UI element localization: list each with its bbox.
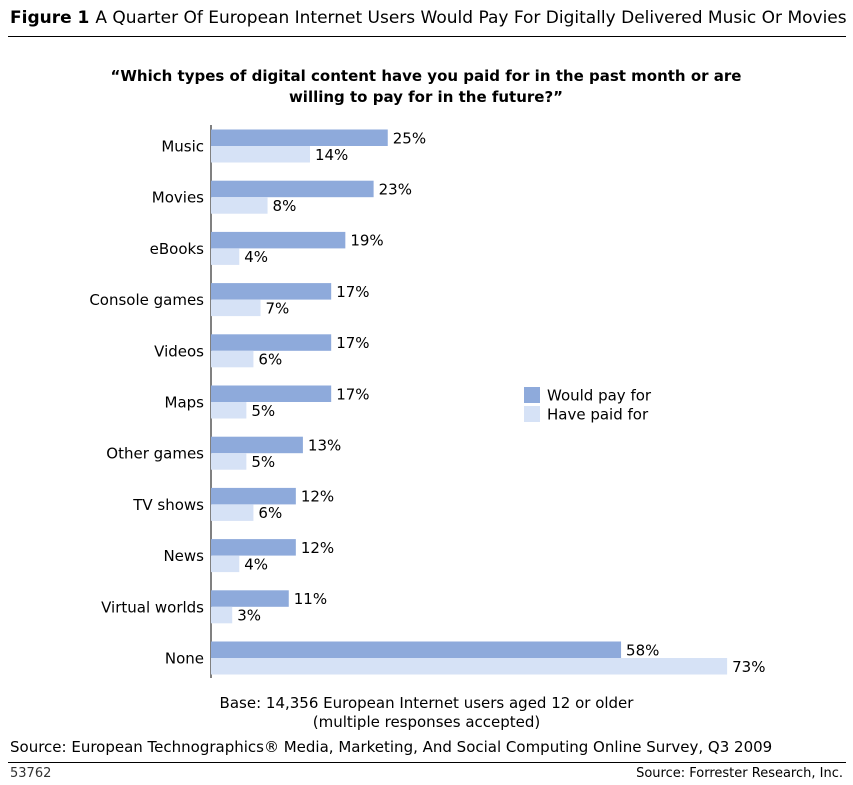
bar <box>211 350 254 368</box>
bar <box>211 231 346 249</box>
bar <box>211 180 374 198</box>
bar <box>211 539 296 556</box>
value-label: 5% <box>251 453 275 471</box>
value-label: 12% <box>301 488 334 506</box>
bar <box>211 197 268 214</box>
bar <box>211 555 240 573</box>
base-note: Base: 14,356 European Internet users age… <box>219 694 634 712</box>
credit: Source: Forrester Research, Inc. <box>636 766 843 781</box>
bar <box>211 385 332 402</box>
base-note: (multiple responses accepted) <box>312 713 541 731</box>
bar <box>211 606 233 624</box>
bar <box>211 299 261 317</box>
bar <box>211 283 332 300</box>
legend-label: Have paid for <box>547 406 649 424</box>
value-label: 58% <box>626 641 659 659</box>
legend-label: Would pay for <box>547 387 652 405</box>
bar <box>211 453 247 470</box>
category-label: Music <box>161 138 204 156</box>
category-label: Virtual worlds <box>101 598 204 616</box>
bar <box>211 504 254 521</box>
bar <box>211 436 303 454</box>
value-label: 17% <box>336 385 369 403</box>
bottom-rule <box>8 762 846 763</box>
value-label: 6% <box>258 504 282 522</box>
category-label: Videos <box>154 342 204 360</box>
chart: Music 25% 14% Movies 23% 8% eBooks 19% 4% Console… <box>89 125 765 678</box>
value-label: 4% <box>244 248 268 266</box>
title-text: A Quarter Of European Internet Users Wou… <box>95 8 847 28</box>
chart-subtitle: “Which types of digital content have you… <box>110 67 742 106</box>
source: Source: European Technographics® Media, … <box>10 738 773 756</box>
bar <box>211 334 332 351</box>
bar <box>211 590 289 607</box>
category-label: Movies <box>152 189 204 207</box>
category-label: Maps <box>165 394 205 412</box>
bar <box>211 641 622 658</box>
value-label: 5% <box>251 402 275 420</box>
value-label: 4% <box>244 555 268 573</box>
value-label: 25% <box>393 129 426 147</box>
bar <box>211 248 240 265</box>
bar <box>211 658 728 675</box>
legend-swatch <box>524 387 540 403</box>
category-label: None <box>165 650 204 668</box>
value-label: 17% <box>336 283 369 301</box>
figure-id: 53762 <box>10 766 52 781</box>
bar <box>211 402 247 419</box>
value-label: 13% <box>308 436 341 454</box>
bar <box>211 146 310 163</box>
value-label: 17% <box>336 334 369 352</box>
category-label: Console games <box>89 291 204 309</box>
top-rule <box>8 36 846 37</box>
category-label: eBooks <box>150 240 205 258</box>
value-label: 6% <box>258 351 282 369</box>
value-label: 23% <box>379 180 412 198</box>
category-label: News <box>163 547 204 565</box>
category-label: Other games <box>106 445 204 463</box>
value-label: 11% <box>294 590 327 608</box>
bar <box>211 487 296 505</box>
value-label: 8% <box>273 197 297 215</box>
figure-label: Figure 1 <box>10 8 90 28</box>
category-label: TV shows <box>132 496 204 514</box>
value-label: 3% <box>237 607 261 625</box>
bar <box>211 129 388 146</box>
legend-swatch <box>524 406 540 422</box>
value-label: 19% <box>350 232 383 250</box>
value-label: 73% <box>732 658 765 676</box>
value-label: 14% <box>315 146 348 164</box>
value-label: 7% <box>265 299 289 317</box>
value-label: 12% <box>301 539 334 557</box>
